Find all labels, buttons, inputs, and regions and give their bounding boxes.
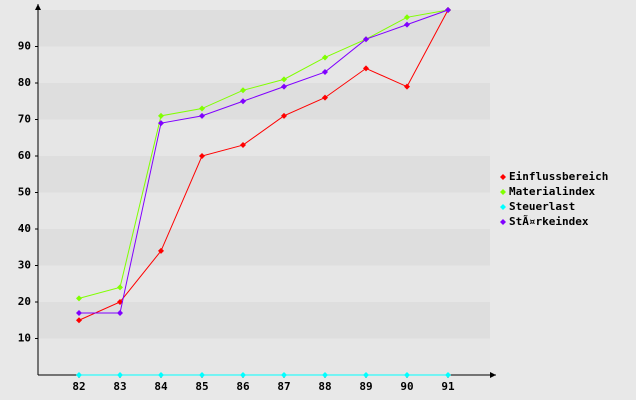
grid-band <box>38 229 490 266</box>
y-tick-label: 30 <box>18 259 31 272</box>
data-point <box>322 94 328 101</box>
data-point <box>117 309 123 316</box>
data-point <box>445 372 451 378</box>
data-point <box>158 372 164 378</box>
grid-band <box>38 83 490 120</box>
y-tick-label: 40 <box>18 222 31 235</box>
data-point <box>404 372 410 378</box>
data-point <box>445 7 451 13</box>
data-point <box>240 98 246 105</box>
data-point <box>404 14 410 21</box>
data-point <box>240 372 246 378</box>
x-tick-label: 89 <box>359 380 372 393</box>
data-point <box>281 372 287 378</box>
grid-band <box>38 46 490 83</box>
data-point <box>117 284 123 291</box>
data-point <box>199 105 205 112</box>
data-point <box>281 112 287 119</box>
y-tick-label: 60 <box>18 149 31 162</box>
data-point <box>322 372 328 378</box>
data-point <box>158 120 164 127</box>
data-point <box>363 372 369 378</box>
data-point <box>158 247 164 254</box>
series-line <box>78 9 449 299</box>
x-tick-label: 88 <box>318 380 331 393</box>
data-point <box>76 372 82 378</box>
grid-band <box>38 338 490 375</box>
legend-marker <box>500 189 506 195</box>
data-point <box>281 76 287 83</box>
legend-marker <box>500 219 506 225</box>
y-axis-arrow <box>35 4 41 10</box>
data-point <box>322 54 328 61</box>
x-tick-label: 87 <box>277 380 290 393</box>
grid-band <box>38 265 490 302</box>
data-point <box>199 112 205 119</box>
x-tick-label: 82 <box>72 380 85 393</box>
data-point <box>117 372 123 378</box>
data-point <box>76 317 82 324</box>
grid-band <box>38 192 490 229</box>
x-axis-arrow <box>490 372 496 378</box>
data-point <box>117 299 123 305</box>
data-point <box>76 295 82 302</box>
x-tick-label: 84 <box>154 380 168 393</box>
grid-band <box>38 119 490 156</box>
data-point <box>158 112 164 119</box>
data-point <box>363 36 369 43</box>
legend-label: Materialindex <box>509 185 595 198</box>
y-tick-label: 20 <box>18 295 31 308</box>
x-tick-label: 83 <box>113 380 126 393</box>
data-point <box>240 87 246 94</box>
grid-band <box>38 302 490 339</box>
y-tick-label: 70 <box>18 113 31 126</box>
grid-band <box>38 156 490 193</box>
data-point <box>240 142 246 149</box>
x-tick-label: 85 <box>195 380 208 393</box>
data-point <box>322 69 328 76</box>
data-point <box>76 309 82 316</box>
legend-marker <box>500 204 506 210</box>
legend-marker <box>500 174 506 180</box>
x-tick-label: 86 <box>236 380 250 393</box>
x-tick-label: 91 <box>441 380 455 393</box>
data-point <box>404 83 410 90</box>
grid-band <box>38 10 490 47</box>
y-tick-label: 80 <box>18 76 31 89</box>
x-tick-label: 90 <box>400 380 413 393</box>
y-tick-label: 90 <box>18 40 31 53</box>
series-line <box>78 9 449 321</box>
legend-label: Einflussbereich <box>509 170 608 183</box>
series-line <box>79 9 449 314</box>
data-point <box>281 83 287 90</box>
y-tick-label: 10 <box>18 332 31 345</box>
legend-label: StÃ¤rkeindex <box>509 215 589 228</box>
data-point <box>363 65 369 72</box>
data-point <box>404 21 410 28</box>
data-point <box>199 153 205 159</box>
y-tick-label: 50 <box>18 186 31 199</box>
data-point <box>199 372 205 378</box>
legend-label: Steuerlast <box>509 200 575 213</box>
